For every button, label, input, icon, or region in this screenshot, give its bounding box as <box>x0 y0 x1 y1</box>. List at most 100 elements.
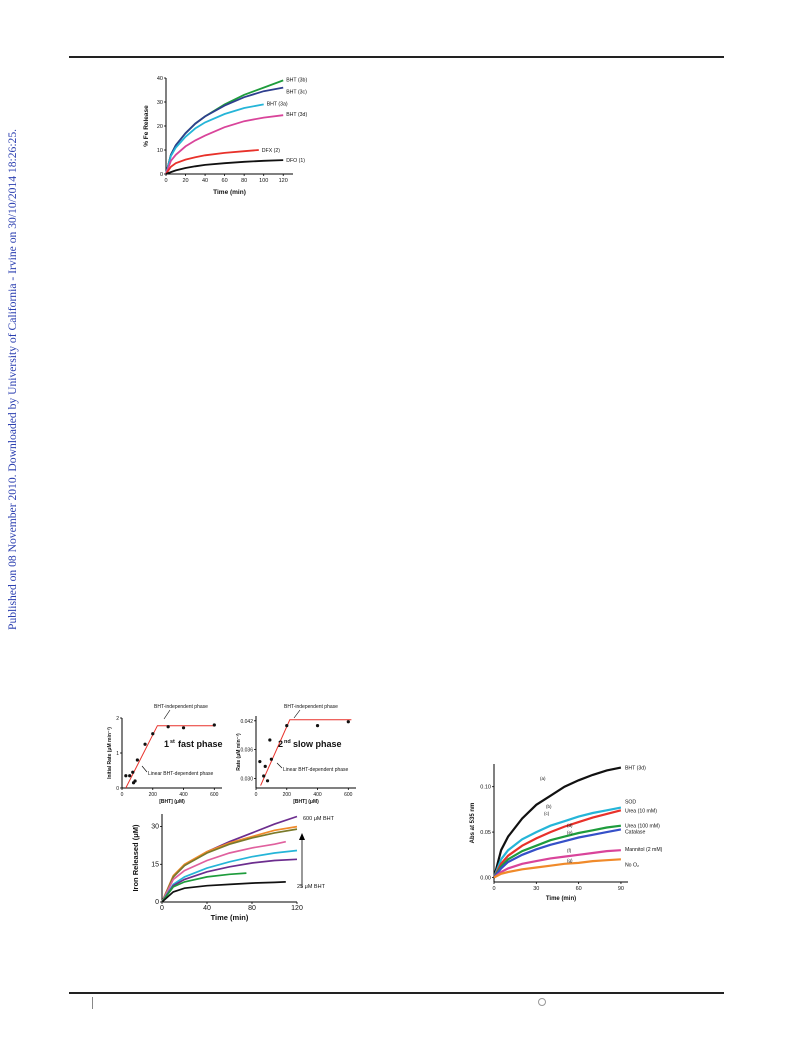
x-tick-label: 80 <box>241 178 247 184</box>
phase-label: 2 <box>278 739 283 749</box>
data-point <box>269 757 273 761</box>
phase-superscript: nd <box>284 739 291 745</box>
x-tick-label: 400 <box>179 792 188 798</box>
x-tick-label: 120 <box>279 178 288 184</box>
data-point <box>131 770 135 774</box>
x-axis-label: [BHT] (μM) <box>293 799 319 805</box>
series-line <box>493 849 621 879</box>
y-tick-label: 0 <box>160 172 163 178</box>
y-tick-label: 0 <box>116 786 119 792</box>
x-tick-label: 120 <box>291 905 303 912</box>
series-label: BHT (3d) <box>625 766 646 772</box>
series-label: Mannitol (2 mM) <box>625 847 663 853</box>
annotation-arrow <box>293 709 301 719</box>
annotation-linear: Linear BHT-dependent phase <box>148 771 214 777</box>
data-point <box>181 726 186 730</box>
data-point <box>151 732 155 736</box>
y-tick-label: 0.10 <box>480 785 491 791</box>
data-point <box>263 764 267 768</box>
series-line <box>161 828 298 903</box>
series-line <box>493 824 622 879</box>
series-tag: (a) <box>540 776 546 781</box>
publication-note[interactable]: Published on 08 November 2010. Downloade… <box>6 128 19 630</box>
y-tick-label: 40 <box>157 76 163 82</box>
fig-fast-phase-chart: 0 200 400 600 0 1 2 [BHT] (μM) Initial Rate (μM … <box>107 704 223 805</box>
footer-rule <box>69 992 724 994</box>
annotation-linear: Linear BHT-dependent phase <box>283 767 349 773</box>
data-point <box>265 779 270 783</box>
x-tick-label: 40 <box>202 178 208 184</box>
y-axis-label: Iron Released (μM) <box>131 824 140 892</box>
data-point <box>124 774 128 778</box>
y-tick-label: 0.042 <box>240 719 253 725</box>
x-tick-label: 200 <box>283 792 292 798</box>
fig-iron-released-chart: 0 40 80 120 0 15 30 Time (min) Iron Released (μM… <box>131 814 335 922</box>
series-line <box>165 114 284 175</box>
data-point <box>262 774 266 778</box>
series-line <box>161 858 298 903</box>
y-tick-label: 30 <box>157 100 163 106</box>
data-point <box>346 720 350 724</box>
y-tick-label: 10 <box>157 148 163 154</box>
footer-circle-icon <box>538 998 546 1006</box>
x-tick-label: 600 <box>210 792 219 798</box>
series-line <box>165 159 284 175</box>
x-tick-label: 30 <box>533 886 539 892</box>
x-tick-label: 0 <box>121 792 124 798</box>
data-point <box>143 742 147 746</box>
x-axis-label: [BHT] (μM) <box>159 799 185 805</box>
series-label: Catalase <box>625 829 646 835</box>
series-line <box>492 806 622 878</box>
series-line <box>161 849 298 903</box>
x-tick-label: 400 <box>313 792 322 798</box>
x-tick-label: 0 <box>160 905 164 912</box>
annotation-arrow <box>141 765 148 773</box>
y-axis-label: Rate (μM min⁻¹) <box>236 733 242 771</box>
series-line <box>493 858 621 879</box>
series-line <box>161 872 247 903</box>
data-point <box>285 724 289 728</box>
series-tag: (b) <box>546 804 552 809</box>
y-tick-label: 0 <box>155 899 159 906</box>
series-line <box>161 881 286 903</box>
phase-superscript: st <box>170 739 175 745</box>
x-tick-label: 0 <box>492 886 495 892</box>
series-label: DFO (1) <box>286 158 305 164</box>
series-label: BHT (3b) <box>286 77 307 83</box>
fig-iron-release-chart: 0 20 40 60 80 100 120 0 10 20 30 40 Time (min) % Fe R… <box>143 76 307 196</box>
annotation-25: 25 μM BHT <box>297 884 326 890</box>
x-tick-label: 200 <box>149 792 158 798</box>
x-axis-label: Time (min) <box>546 896 576 902</box>
y-tick-label: 20 <box>157 124 163 130</box>
fit-line <box>125 725 215 789</box>
x-tick-label: 40 <box>203 905 211 912</box>
phase-label-text: fast phase <box>178 739 223 749</box>
y-tick-label: 0.00 <box>480 875 491 881</box>
series-line <box>165 149 259 175</box>
y-tick-label: 2 <box>116 716 119 722</box>
y-axis-label: Abs at 535 nm <box>470 803 476 844</box>
footer-separator <box>92 997 93 1009</box>
x-tick-label: 60 <box>222 178 228 184</box>
data-point <box>128 774 132 778</box>
x-axis-label: Time (min) <box>211 913 249 922</box>
x-tick-label: 80 <box>248 905 256 912</box>
y-axis-label: % Fe Release <box>143 105 150 147</box>
series-label: Urea (10 mM) <box>625 808 657 814</box>
x-tick-label: 100 <box>259 178 268 184</box>
series-label: BHT (3d) <box>286 112 307 118</box>
y-tick-label: 30 <box>151 824 159 831</box>
y-tick-label: 0.05 <box>480 830 491 836</box>
x-tick-label: 600 <box>344 792 353 798</box>
series-label: SOD <box>625 800 636 806</box>
series-line <box>165 103 264 175</box>
data-point <box>315 724 320 728</box>
y-axis-label: Initial Rate (μM min⁻¹) <box>107 727 113 779</box>
y-tick-label: 1 <box>116 751 119 757</box>
annotation-independent: BHT-independent phase <box>284 704 338 710</box>
data-point <box>135 758 139 762</box>
x-tick-label: 0 <box>164 178 167 184</box>
series-tag: (d) <box>567 823 573 828</box>
phase-label-text: slow phase <box>293 739 342 749</box>
y-tick-label: 0.036 <box>240 748 253 754</box>
